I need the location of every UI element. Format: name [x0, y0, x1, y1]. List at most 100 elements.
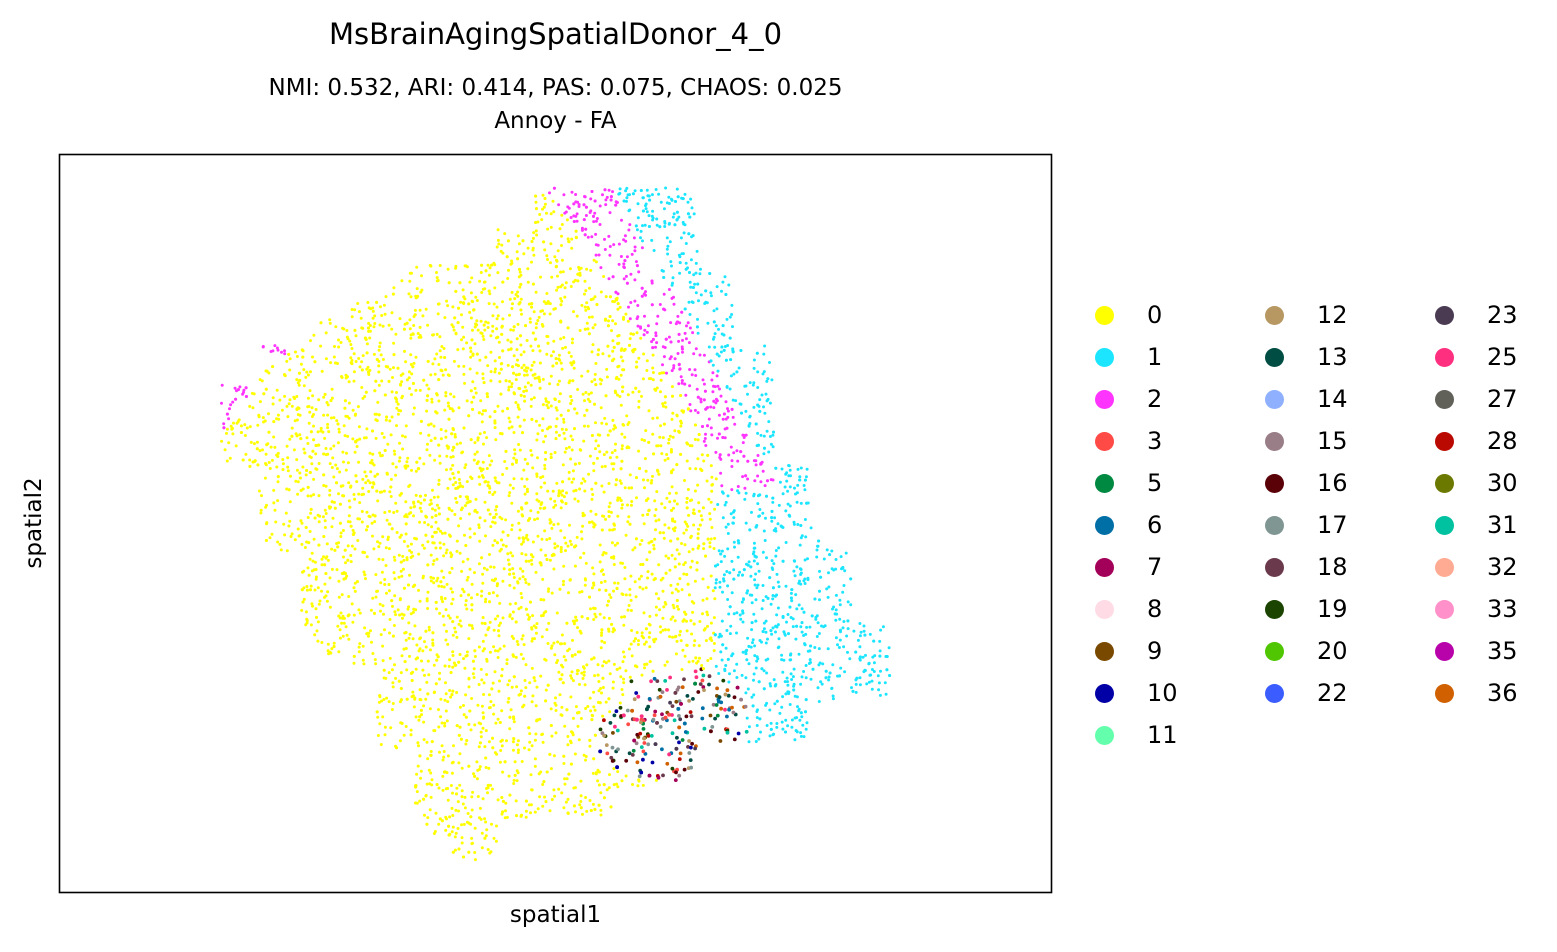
point-cluster-0: [489, 379, 493, 383]
point-cluster-1: [887, 646, 891, 650]
point-cluster-0: [372, 352, 376, 356]
point-cluster-2: [672, 302, 676, 306]
point-cluster-0: [506, 338, 510, 342]
point-cluster-0: [367, 634, 370, 638]
point-cluster-0: [558, 392, 562, 396]
point-cluster-0: [483, 500, 487, 504]
point-cluster-0: [286, 465, 290, 469]
point-cluster-0: [583, 292, 586, 296]
point-cluster-0: [371, 452, 375, 456]
point-cluster-0: [667, 526, 671, 530]
point-cluster-0: [548, 302, 552, 306]
point-cluster-0: [515, 743, 519, 747]
point-cluster-0: [605, 367, 609, 371]
point-cluster-0: [616, 496, 620, 500]
point-cluster-0: [494, 839, 498, 843]
point-cluster-0: [645, 558, 649, 562]
point-cluster-12: [604, 743, 609, 747]
point-cluster-0: [276, 455, 280, 458]
point-cluster-0: [275, 388, 279, 392]
point-cluster-0: [444, 429, 448, 433]
point-cluster-0: [532, 253, 536, 257]
point-cluster-0: [622, 681, 626, 685]
point-cluster-0: [438, 454, 442, 458]
point-cluster-2: [688, 368, 692, 371]
point-cluster-0: [651, 432, 655, 436]
point-cluster-0: [481, 797, 485, 801]
point-cluster-3: [700, 678, 705, 683]
point-cluster-1: [804, 475, 808, 479]
point-cluster-1: [809, 661, 812, 664]
point-cluster-0: [432, 559, 436, 563]
point-cluster-0: [527, 748, 531, 752]
point-cluster-0: [599, 646, 603, 650]
point-cluster-0: [532, 360, 536, 364]
point-cluster-0: [451, 814, 455, 817]
point-cluster-0: [483, 817, 487, 821]
point-cluster-1: [705, 301, 709, 305]
point-cluster-0: [556, 522, 560, 526]
point-cluster-0: [671, 468, 675, 472]
point-cluster-1: [816, 686, 820, 690]
point-cluster-2: [677, 339, 681, 343]
point-cluster-0: [269, 445, 273, 449]
point-cluster-0: [687, 593, 691, 597]
point-cluster-0: [419, 501, 423, 505]
point-cluster-31: [701, 673, 706, 678]
point-cluster-2: [583, 195, 587, 199]
point-cluster-1: [763, 411, 767, 415]
point-cluster-0: [640, 394, 643, 398]
point-cluster-0: [336, 624, 340, 628]
point-cluster-0: [473, 386, 477, 390]
point-cluster-0: [418, 637, 422, 641]
point-cluster-0: [337, 541, 341, 545]
point-cluster-0: [545, 558, 549, 561]
point-cluster-0: [682, 563, 686, 567]
point-cluster-0: [455, 486, 459, 490]
point-cluster-1: [783, 680, 787, 684]
point-cluster-0: [553, 451, 557, 454]
point-cluster-0: [560, 299, 564, 303]
point-cluster-0: [496, 314, 500, 318]
point-cluster-0: [458, 783, 462, 787]
point-cluster-0: [528, 317, 532, 321]
point-cluster-0: [446, 304, 450, 308]
point-cluster-0: [332, 444, 336, 448]
point-cluster-0: [413, 308, 417, 312]
point-cluster-0: [361, 486, 365, 490]
point-cluster-0: [519, 334, 522, 338]
point-cluster-0: [472, 667, 476, 671]
point-cluster-1: [805, 467, 809, 471]
point-cluster-0: [611, 467, 615, 471]
point-cluster-0: [473, 325, 477, 329]
point-cluster-0: [523, 746, 526, 750]
point-cluster-0: [399, 569, 403, 573]
point-cluster-0: [492, 645, 496, 649]
point-cluster-0: [445, 548, 449, 552]
point-cluster-0: [692, 508, 696, 512]
point-cluster-2: [726, 409, 730, 413]
point-cluster-0: [314, 408, 318, 411]
point-cluster-1: [650, 238, 654, 242]
point-cluster-1: [842, 584, 846, 587]
point-cluster-0: [393, 577, 397, 581]
point-cluster-0: [512, 354, 516, 358]
point-cluster-0: [516, 771, 520, 775]
point-cluster-0: [378, 541, 382, 545]
point-cluster-0: [404, 638, 408, 642]
point-cluster-0: [272, 488, 276, 492]
point-cluster-0: [455, 635, 459, 639]
point-cluster-2: [601, 193, 604, 197]
point-cluster-0: [689, 565, 693, 569]
point-cluster-0: [442, 585, 446, 589]
point-cluster-1: [723, 554, 727, 558]
point-cluster-0: [457, 470, 460, 474]
point-cluster-0: [390, 327, 394, 331]
point-cluster-0: [637, 577, 641, 581]
point-cluster-0: [444, 828, 448, 832]
point-cluster-0: [259, 508, 263, 512]
point-cluster-1: [755, 659, 759, 663]
point-cluster-0: [440, 721, 444, 725]
point-cluster-0: [647, 440, 651, 444]
point-cluster-0: [667, 628, 670, 632]
